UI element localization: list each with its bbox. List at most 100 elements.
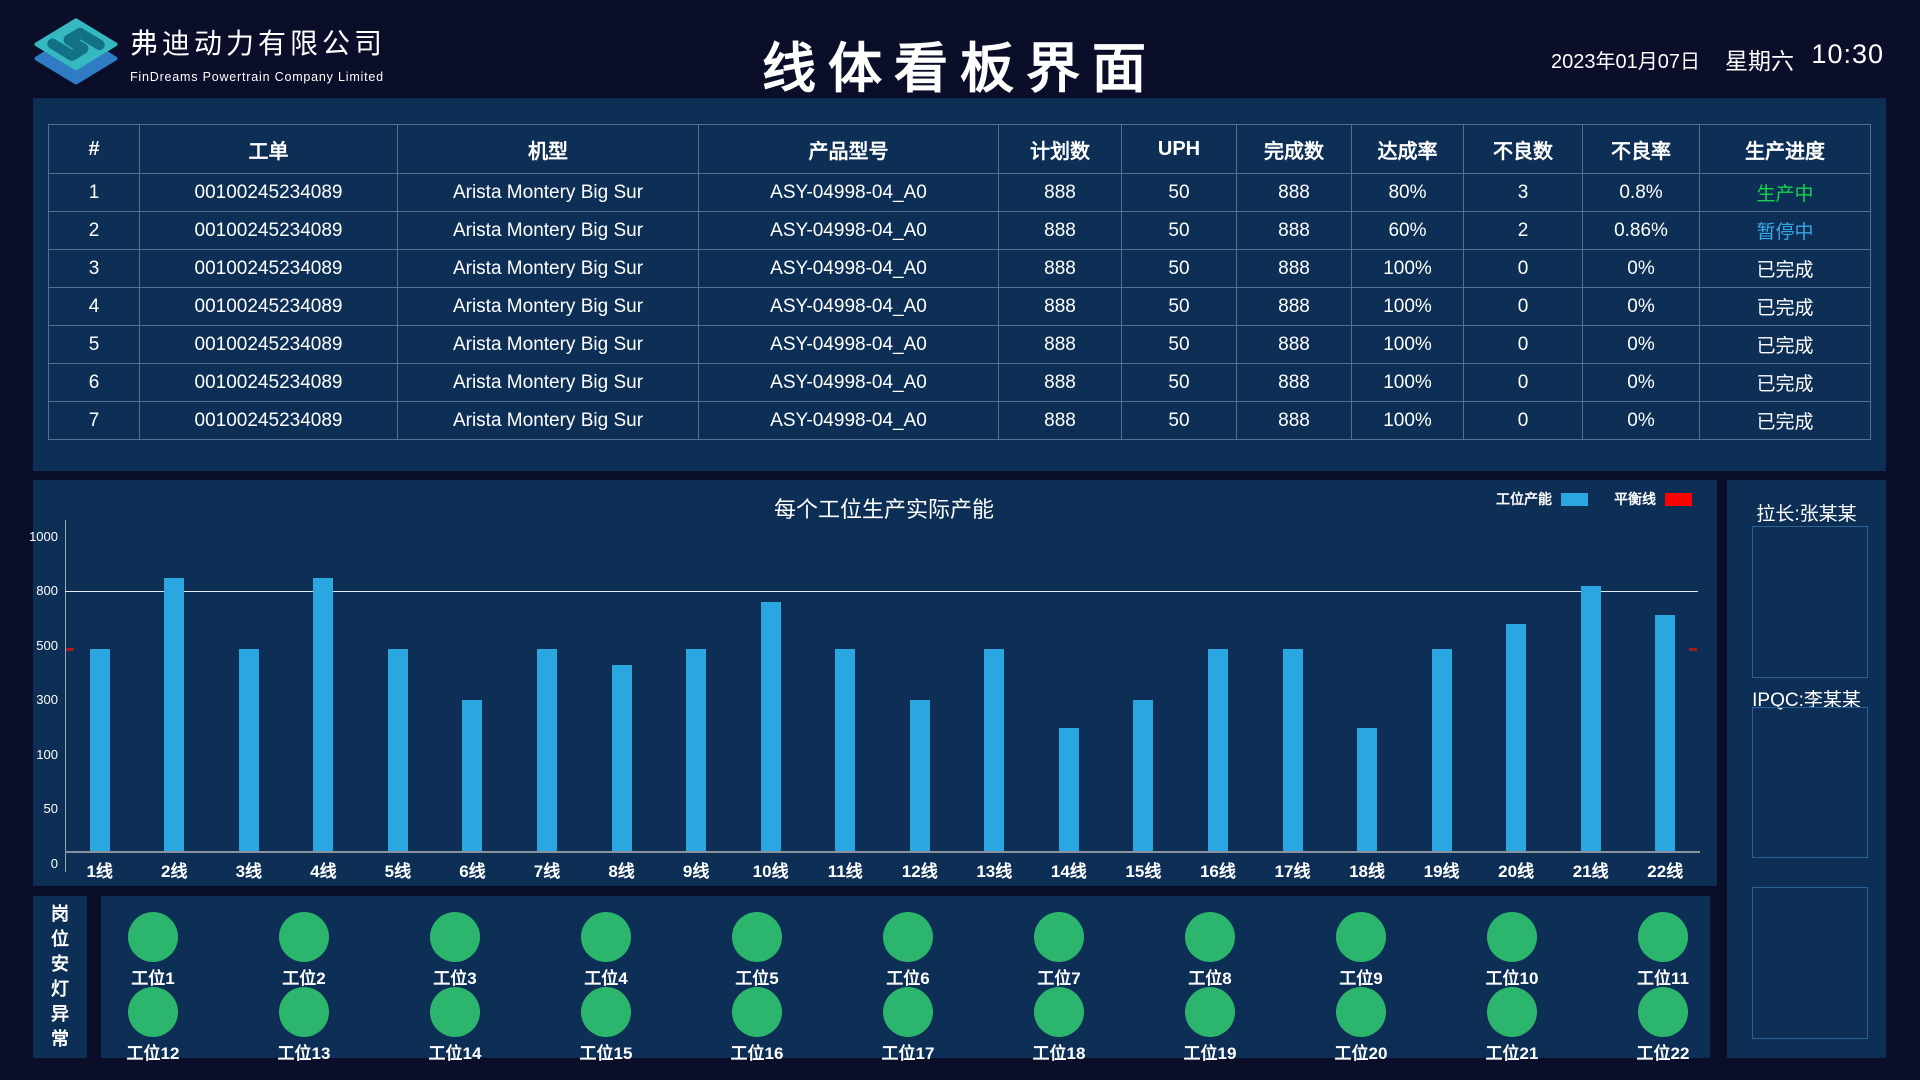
andon-station-label: 工位7 [1037,969,1081,988]
andon-status-light [1185,987,1235,1037]
capacity-bar [611,664,632,851]
ipqc-photo-box [1752,707,1868,858]
andon-strip-char: 岗 [51,904,69,924]
y-axis-tick-label: 300 [36,692,58,708]
company-name-block: 弗迪动力有限公司 FinDreams Powertrain Company Li… [130,22,386,84]
andon-status-light [581,987,631,1037]
andon-station-label: 工位5 [735,969,779,988]
table-cell: 100% [1351,249,1464,288]
capacity-bar [1580,585,1601,851]
andon-status-light [1185,912,1235,962]
andon-station-label: 工位6 [886,969,930,988]
status-cell: 已完成 [1699,249,1871,288]
capacity-bar [313,577,334,851]
andon-station-label: 工位21 [1485,1044,1539,1063]
capacity-bar [238,648,259,851]
x-axis-tick-label: 14线 [1050,862,1087,881]
y-axis-tick-label: 0 [50,856,58,871]
table-cell: 888 [998,173,1122,212]
table-cell: Arista Montery Big Sur [397,287,699,326]
table-cell: 888 [1236,287,1352,326]
table-header: # 工单 机型 产品型号 计划数 UPH 完成数 达成率 不良数 不良率 生产进度 [48,124,1871,174]
table-row: 4 00100245234089 Arista Montery Big Sur ASY… [48,287,1871,326]
andon-station: 工位20 [1324,987,1398,1064]
status-cell: 已完成 [1699,401,1871,440]
andon-station-label: 工位12 [126,1044,180,1063]
table-cell: 00100245234089 [139,173,398,212]
andon-station-label: 工位13 [277,1044,331,1063]
chart-title: 每个工位生产实际产能 [773,497,994,522]
andon-station-label: 工位15 [579,1044,633,1063]
andon-status-light [1336,987,1386,1037]
andon-station-label: 工位1 [131,969,175,988]
andon-status-light [1034,912,1084,962]
andon-station-label: 工位8 [1188,969,1232,988]
table-cell: 0 [1463,325,1583,364]
andon-status-light [128,912,178,962]
table-cell: ASY-04998-04_A0 [698,287,999,326]
andon-status-light [279,912,329,962]
table-cell: ASY-04998-04_A0 [698,173,999,212]
table-cell: 3 [1463,173,1583,212]
andon-station-label: 工位19 [1183,1044,1237,1063]
x-axis-tick-label: 17线 [1274,862,1311,881]
andon-station-label: 工位20 [1334,1044,1388,1063]
table-cell: 0% [1582,287,1700,326]
chart-x-axis [65,851,1700,853]
legend-swatch-capacity [1561,492,1588,506]
andon-station: 工位7 [1022,912,1096,989]
status-cell: 已完成 [1699,363,1871,402]
x-axis-tick-label: 2线 [161,862,188,881]
table-header-row: # 工单 机型 产品型号 计划数 UPH 完成数 达成率 不良数 不良率 生产进度 [48,124,1871,174]
company-logo-icon [34,18,118,85]
x-axis-tick-label: 10线 [752,862,789,881]
table-cell: 50 [1121,363,1237,402]
andon-station: 工位17 [871,987,945,1064]
table-body: 1 00100245234089 Arista Montery Big Sur ASY… [48,173,1871,440]
table-cell: 1 [48,173,140,212]
capacity-bar [1357,727,1378,851]
andon-station: 工位9 [1324,912,1398,989]
table-cell: ASY-04998-04_A0 [698,211,999,250]
andon-station-label: 工位22 [1636,1044,1690,1063]
status-cell: 暂停中 [1699,211,1871,250]
table-cell: Arista Montery Big Sur [397,363,699,402]
table-column-header: 产品型号 [698,124,999,174]
capacity-bar [537,648,557,851]
y-axis-tick-label: 500 [36,637,58,653]
table-row: 3 00100245234089 Arista Montery Big Sur ASY… [48,249,1871,288]
table-cell: 0 [1463,287,1583,326]
x-axis-tick-label: 15线 [1125,862,1162,881]
x-axis-tick-label: 21线 [1572,862,1609,881]
andon-strip-char: 常 [51,1029,69,1049]
table-cell: 2 [48,211,140,250]
production-table: # 工单 机型 产品型号 计划数 UPH 完成数 达成率 不良数 不良率 生产进度 1 0010024… [48,124,1871,440]
table-cell: 60% [1351,211,1464,250]
table-cell: Arista Montery Big Sur [397,401,699,440]
andon-station-label: 工位14 [428,1044,482,1063]
table-cell: 7 [48,401,140,440]
capacity-bar [1207,648,1228,851]
header-weekday: 星期六 [1725,48,1794,74]
andon-status-light [581,912,631,962]
capacity-bar [1133,700,1154,851]
x-axis-tick-label: 11线 [827,862,863,881]
x-axis-tick-label: 3线 [235,862,263,881]
status-cell: 已完成 [1699,287,1871,326]
legend-label-balance: 平衡线 [1614,491,1656,507]
status-cell: 生产中 [1699,173,1871,212]
table-cell: 0 [1463,401,1583,440]
header-date: 2023年01月07日 [1551,51,1700,73]
capacity-bar [89,648,110,851]
andon-status-light [732,912,782,962]
table-cell: 888 [1236,363,1352,402]
andon-station-label: 工位11 [1637,969,1689,988]
table-cell: Arista Montery Big Sur [397,325,699,364]
table-column-header: # [48,124,140,174]
table-cell: 888 [998,211,1122,250]
table-cell: 6 [48,363,140,402]
table-cell: 00100245234089 [139,249,398,288]
table-cell: 00100245234089 [139,363,398,402]
y-axis-tick-label: 100 [36,746,58,762]
capacity-bar [909,700,930,851]
